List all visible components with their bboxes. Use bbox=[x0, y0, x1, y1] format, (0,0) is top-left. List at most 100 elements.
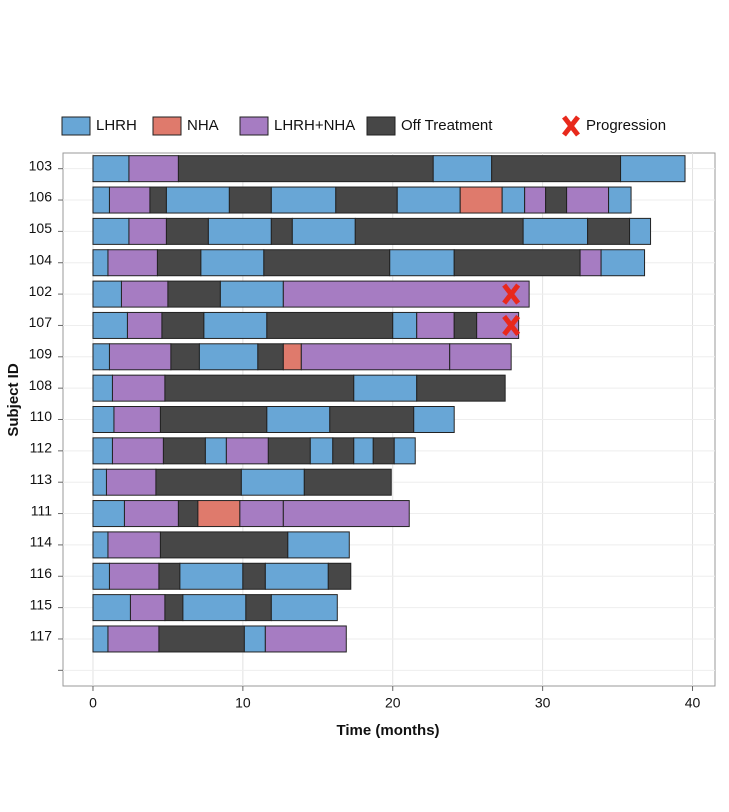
segment bbox=[522, 217, 589, 245]
segment bbox=[264, 625, 347, 653]
segment bbox=[270, 186, 337, 214]
y-tick-label: 112 bbox=[30, 440, 53, 456]
y-tick-label: 105 bbox=[29, 220, 53, 236]
segment bbox=[162, 437, 206, 465]
y-tick-label: 115 bbox=[30, 596, 53, 612]
legend-label: Progression bbox=[586, 117, 666, 134]
segment bbox=[203, 311, 268, 339]
segment bbox=[353, 437, 374, 465]
legend-swatch bbox=[152, 116, 182, 136]
y-tick-label: 111 bbox=[31, 502, 52, 518]
segment bbox=[107, 625, 160, 653]
y-tick-label: 107 bbox=[29, 314, 53, 330]
legend-swatch bbox=[239, 116, 269, 136]
segment bbox=[243, 625, 266, 653]
segment bbox=[158, 562, 181, 590]
segment bbox=[167, 280, 221, 308]
segment bbox=[266, 311, 394, 339]
segment bbox=[228, 186, 272, 214]
segment bbox=[204, 437, 227, 465]
segment bbox=[177, 155, 434, 183]
segment bbox=[92, 217, 130, 245]
progression-marker bbox=[502, 283, 521, 305]
segment bbox=[270, 594, 338, 622]
segment bbox=[501, 186, 526, 214]
segment bbox=[123, 500, 179, 528]
y-tick-label: 117 bbox=[30, 628, 53, 644]
segment bbox=[620, 155, 686, 183]
segment bbox=[126, 311, 163, 339]
segment bbox=[128, 217, 167, 245]
segment bbox=[92, 249, 109, 277]
segment bbox=[164, 594, 184, 622]
segment bbox=[270, 217, 293, 245]
segment bbox=[239, 500, 284, 528]
segment bbox=[92, 280, 122, 308]
segment bbox=[332, 437, 355, 465]
segment bbox=[389, 249, 455, 277]
segment bbox=[335, 186, 398, 214]
segment bbox=[608, 186, 632, 214]
segment bbox=[257, 343, 284, 371]
segment bbox=[156, 249, 202, 277]
segment bbox=[105, 468, 157, 496]
segment bbox=[524, 186, 547, 214]
y-axis-title: Subject ID bbox=[5, 363, 22, 437]
segment bbox=[392, 311, 418, 339]
segment bbox=[266, 406, 331, 433]
y-tick-label: 109 bbox=[29, 345, 53, 361]
segment bbox=[120, 280, 169, 308]
segment bbox=[587, 217, 631, 245]
segment bbox=[111, 437, 164, 465]
x-tick-label: 20 bbox=[385, 695, 401, 711]
segment bbox=[170, 343, 200, 371]
segment bbox=[92, 374, 113, 402]
segment bbox=[416, 311, 455, 339]
segment bbox=[92, 343, 110, 371]
segment bbox=[158, 625, 245, 653]
segment bbox=[164, 374, 355, 402]
x-tick-label: 0 bbox=[89, 695, 97, 711]
x-tick-label: 30 bbox=[535, 695, 551, 711]
segment bbox=[107, 249, 158, 277]
segment bbox=[92, 500, 125, 528]
y-tick-label: 113 bbox=[30, 471, 53, 487]
segment bbox=[92, 531, 109, 559]
segment bbox=[545, 186, 568, 214]
y-tick-label: 106 bbox=[29, 189, 53, 205]
segment bbox=[264, 562, 329, 590]
segment bbox=[225, 437, 269, 465]
segment bbox=[353, 374, 418, 402]
segment bbox=[240, 468, 305, 496]
legend-label: NHA bbox=[187, 117, 219, 134]
y-tick-label: 108 bbox=[29, 377, 53, 393]
progression-stroke bbox=[502, 314, 521, 336]
segment bbox=[149, 186, 167, 214]
segment bbox=[354, 217, 524, 245]
legend-progression-icon bbox=[562, 115, 580, 137]
segment bbox=[416, 374, 506, 402]
segment bbox=[159, 406, 268, 433]
y-tick-label: 102 bbox=[29, 283, 53, 299]
segment bbox=[179, 562, 244, 590]
segment bbox=[159, 531, 289, 559]
segment bbox=[459, 186, 503, 214]
segment bbox=[267, 437, 311, 465]
x-tick-label: 40 bbox=[685, 695, 701, 711]
segment bbox=[245, 594, 272, 622]
segment bbox=[600, 249, 646, 277]
segment bbox=[92, 311, 128, 339]
segment bbox=[242, 562, 266, 590]
segment bbox=[263, 249, 391, 277]
segment bbox=[177, 500, 199, 528]
segment bbox=[329, 406, 415, 433]
segment bbox=[92, 186, 110, 214]
segment bbox=[108, 186, 151, 214]
segment bbox=[287, 531, 350, 559]
segment bbox=[291, 217, 356, 245]
segment bbox=[579, 249, 602, 277]
segment bbox=[453, 311, 478, 339]
segment bbox=[372, 437, 395, 465]
